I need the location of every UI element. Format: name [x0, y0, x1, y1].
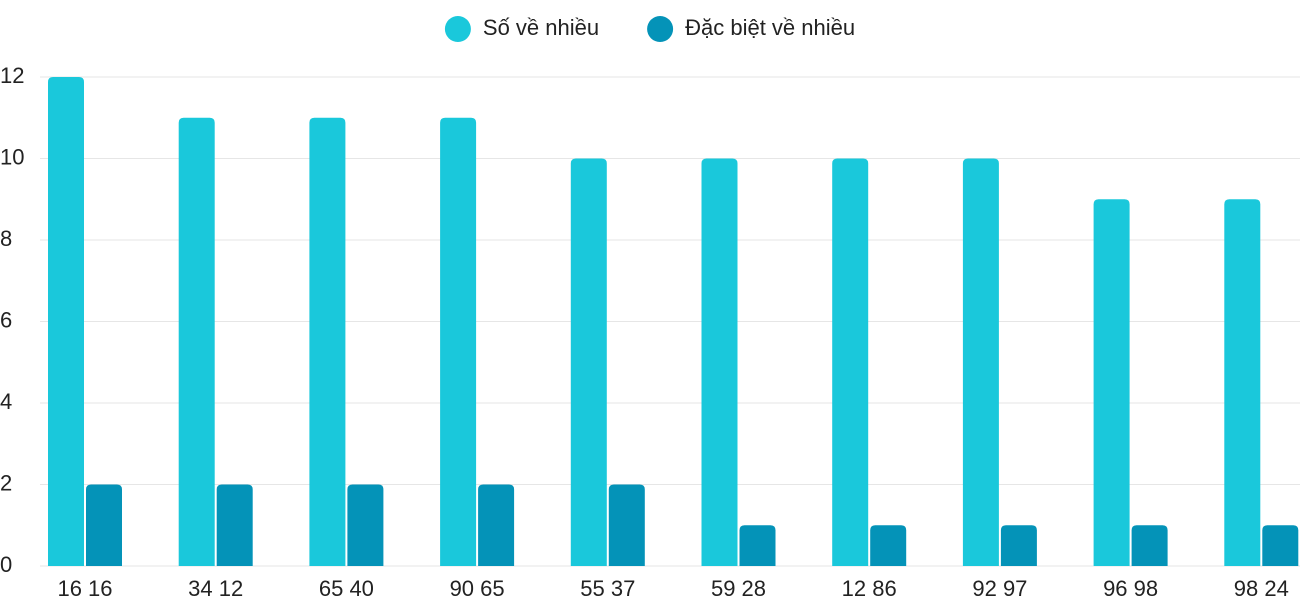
legend-label: Đặc biệt về nhiều: [685, 15, 855, 40]
bar: [347, 484, 384, 566]
x-tick-label: 98 24: [1234, 576, 1289, 600]
y-tick-label: 2: [0, 470, 12, 495]
y-tick-label: 12: [0, 63, 24, 88]
bar: [701, 158, 738, 566]
bar: [478, 484, 515, 566]
x-tick-label: 34 12: [188, 576, 243, 600]
x-tick-label: 65 40: [319, 576, 374, 600]
bar: [832, 158, 869, 566]
x-tick-label: 96 98: [1103, 576, 1158, 600]
y-tick-label: 10: [0, 144, 24, 169]
bar: [86, 484, 122, 566]
bar: [309, 117, 346, 566]
legend-marker: [444, 16, 471, 42]
bar: [570, 158, 607, 566]
bar: [440, 117, 477, 566]
x-tick-label: 59 28: [711, 576, 766, 600]
y-tick-label: 0: [0, 552, 12, 577]
y-tick-label: 6: [0, 307, 12, 332]
x-tick-label: 90 65: [450, 576, 505, 600]
x-tick-label: 16 16: [57, 576, 112, 600]
x-tick-label: 92 97: [972, 576, 1027, 600]
bar: [1224, 199, 1261, 566]
bar: [962, 158, 999, 566]
bar: [1131, 525, 1168, 566]
bar: [608, 484, 645, 566]
bar: [216, 484, 253, 566]
legend-marker: [647, 16, 674, 42]
bar: [48, 77, 84, 566]
bar: [178, 117, 215, 566]
bar: [1093, 199, 1130, 566]
bar: [1262, 525, 1299, 566]
y-tick-label: 8: [0, 226, 12, 251]
legend-label: Số về nhiều: [483, 15, 599, 40]
bar: [739, 525, 776, 566]
y-tick-label: 4: [0, 389, 12, 414]
bar: [870, 525, 907, 566]
bar: [1000, 525, 1037, 566]
x-tick-label: 12 86: [842, 576, 897, 600]
x-tick-label: 55 37: [580, 576, 635, 600]
